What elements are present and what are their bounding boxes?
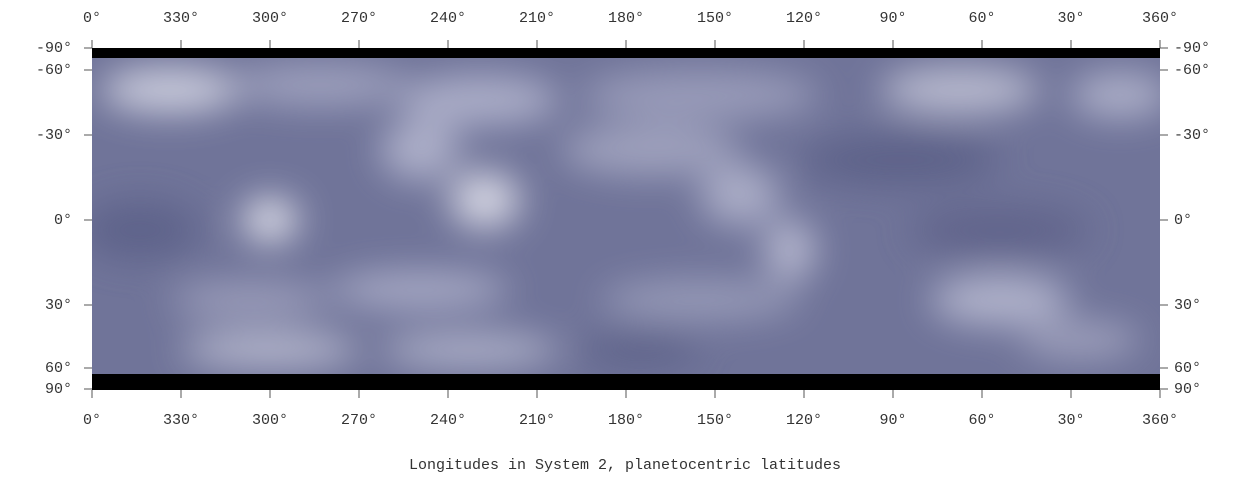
latitude-label: 0° — [1174, 212, 1192, 229]
longitude-label: 180° — [608, 10, 644, 27]
longitude-label: 0° — [83, 412, 101, 429]
latitude-label: -30° — [1174, 127, 1210, 144]
latitude-label: 30° — [1174, 297, 1201, 314]
latitude-label: -90° — [36, 40, 72, 57]
latitude-label: 90° — [1174, 381, 1201, 398]
longitude-label: 90° — [879, 10, 906, 27]
longitude-label: 210° — [519, 10, 555, 27]
longitude-label: 120° — [786, 412, 822, 429]
longitude-label: 30° — [1057, 412, 1084, 429]
longitude-label: 120° — [786, 10, 822, 27]
latitude-label: -30° — [36, 127, 72, 144]
longitude-label: 270° — [341, 10, 377, 27]
latitude-label: 60° — [45, 360, 72, 377]
latitude-label: -60° — [1174, 62, 1210, 79]
map-figure: Longitudes in System 2, planetocentric l… — [0, 0, 1251, 479]
longitude-label: 30° — [1057, 10, 1084, 27]
planet-map — [80, 58, 1170, 374]
longitude-label: 60° — [968, 10, 995, 27]
longitude-label: 150° — [697, 412, 733, 429]
latitude-label: -60° — [36, 62, 72, 79]
longitude-label: 240° — [430, 412, 466, 429]
longitude-label: 60° — [968, 412, 995, 429]
longitude-label: 0° — [83, 10, 101, 27]
longitude-label: 150° — [697, 10, 733, 27]
latitude-label: 30° — [45, 297, 72, 314]
latitude-label: -90° — [1174, 40, 1210, 57]
longitude-label: 300° — [252, 10, 288, 27]
longitude-label: 360° — [1142, 10, 1178, 27]
longitude-label: 180° — [608, 412, 644, 429]
caption: Longitudes in System 2, planetocentric l… — [409, 457, 841, 474]
latitude-label: 90° — [45, 381, 72, 398]
longitude-label: 330° — [163, 10, 199, 27]
longitude-label: 330° — [163, 412, 199, 429]
longitude-label: 210° — [519, 412, 555, 429]
latitude-label: 60° — [1174, 360, 1201, 377]
longitude-label: 300° — [252, 412, 288, 429]
longitude-label: 90° — [879, 412, 906, 429]
page: {"top_axis": {"labels": ["0°", "330°", "… — [0, 0, 1251, 479]
longitude-label: 360° — [1142, 412, 1178, 429]
longitude-label: 240° — [430, 10, 466, 27]
longitude-label: 270° — [341, 412, 377, 429]
latitude-label: 0° — [54, 212, 72, 229]
